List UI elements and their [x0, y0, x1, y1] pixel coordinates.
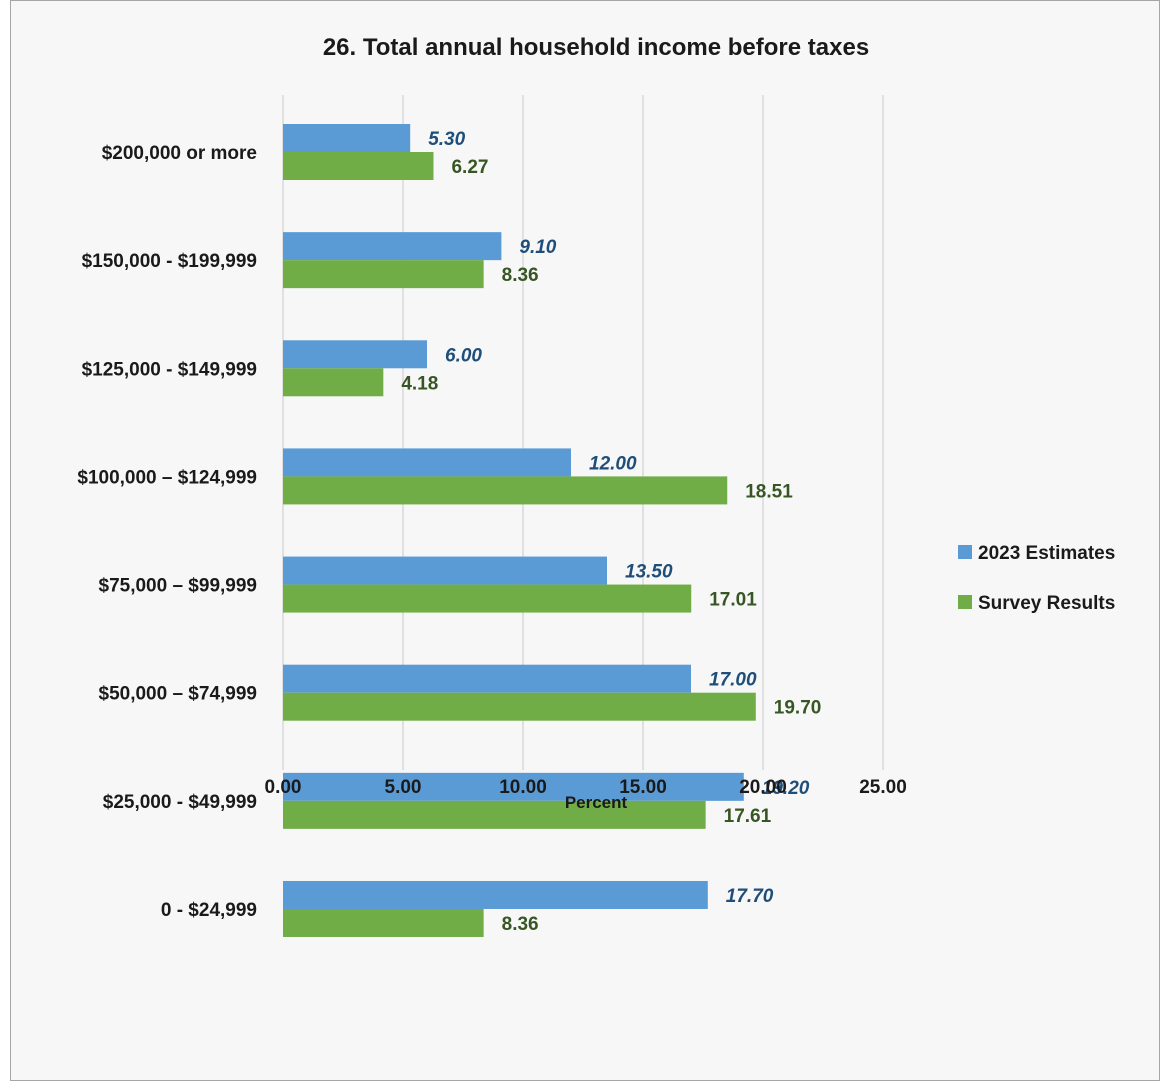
data-label-survey: 8.36 — [502, 265, 539, 286]
chart-title: 26. Total annual household income before… — [323, 34, 869, 61]
x-tick-label: 20.00 — [739, 777, 787, 798]
category-label: $75,000 – $99,999 — [99, 576, 258, 597]
data-label-estimates: 17.70 — [726, 886, 774, 907]
data-label-survey: 19.70 — [774, 698, 822, 719]
bar-estimates — [283, 880, 708, 909]
data-label-survey: 17.01 — [709, 590, 757, 611]
legend-label-estimates: 2023 Estimates — [978, 543, 1115, 564]
data-label-estimates: 19.20 — [762, 778, 810, 799]
data-label-estimates: 5.30 — [428, 129, 465, 150]
data-label-estimates: 13.50 — [625, 562, 673, 583]
bar-estimates — [283, 664, 691, 693]
bar-survey — [283, 476, 728, 505]
category-label: 0 - $24,999 — [161, 900, 257, 921]
bar-survey — [283, 260, 484, 289]
bar-survey — [283, 152, 434, 180]
bar-estimates — [283, 124, 411, 152]
data-label-survey: 18.51 — [745, 481, 793, 502]
bar-survey — [283, 692, 756, 721]
data-label-survey: 8.36 — [502, 914, 539, 935]
bar-estimates — [283, 556, 607, 585]
bars — [283, 124, 756, 937]
category-label: $50,000 – $74,999 — [99, 684, 258, 705]
category-label: $25,000 - $49,999 — [103, 792, 257, 813]
legend-swatch-survey — [958, 595, 972, 609]
data-label-estimates: 9.10 — [519, 237, 556, 258]
category-label: $150,000 - $199,999 — [82, 251, 257, 272]
data-labels: 5.30 9.10 6.00 12.00 13.50 17.00 19.20 17.70 6.2… — [401, 129, 821, 935]
x-tick-label: 15.00 — [619, 777, 667, 798]
bar-survey — [283, 908, 484, 937]
x-tick-label: 5.00 — [385, 777, 422, 798]
data-label-estimates: 12.00 — [589, 453, 637, 474]
legend-swatch-estimates — [958, 545, 972, 559]
legend-label-survey: Survey Results — [978, 593, 1115, 614]
bar-survey — [283, 368, 384, 397]
x-axis-title: Percent — [565, 793, 628, 812]
x-tick-labels: 0.00 5.00 10.00 15.00 20.00 25.00 — [265, 777, 907, 798]
data-label-estimates: 6.00 — [445, 345, 482, 366]
bar-estimates — [283, 772, 744, 801]
bar-survey — [283, 584, 692, 613]
category-label: $125,000 - $149,999 — [82, 359, 257, 380]
data-label-survey: 17.61 — [724, 806, 772, 827]
category-label: $200,000 or more — [102, 143, 257, 164]
data-label-survey: 4.18 — [401, 373, 438, 394]
data-label-survey: 6.27 — [451, 157, 488, 178]
bar-estimates — [283, 340, 427, 369]
bar-estimates — [283, 448, 571, 477]
data-label-estimates: 17.00 — [709, 670, 757, 691]
x-tick-label: 25.00 — [859, 777, 907, 798]
bar-estimates — [283, 232, 502, 261]
x-tick-label: 10.00 — [499, 777, 547, 798]
category-labels: $200,000 or more $150,000 - $199,999 $125,… — [77, 143, 257, 921]
gridlines — [282, 95, 884, 770]
x-tick-label: 0.00 — [265, 777, 302, 798]
category-label: $100,000 – $124,999 — [77, 467, 257, 488]
legend: 2023 Estimates Survey Results — [958, 543, 1115, 614]
bar-survey — [283, 800, 706, 829]
